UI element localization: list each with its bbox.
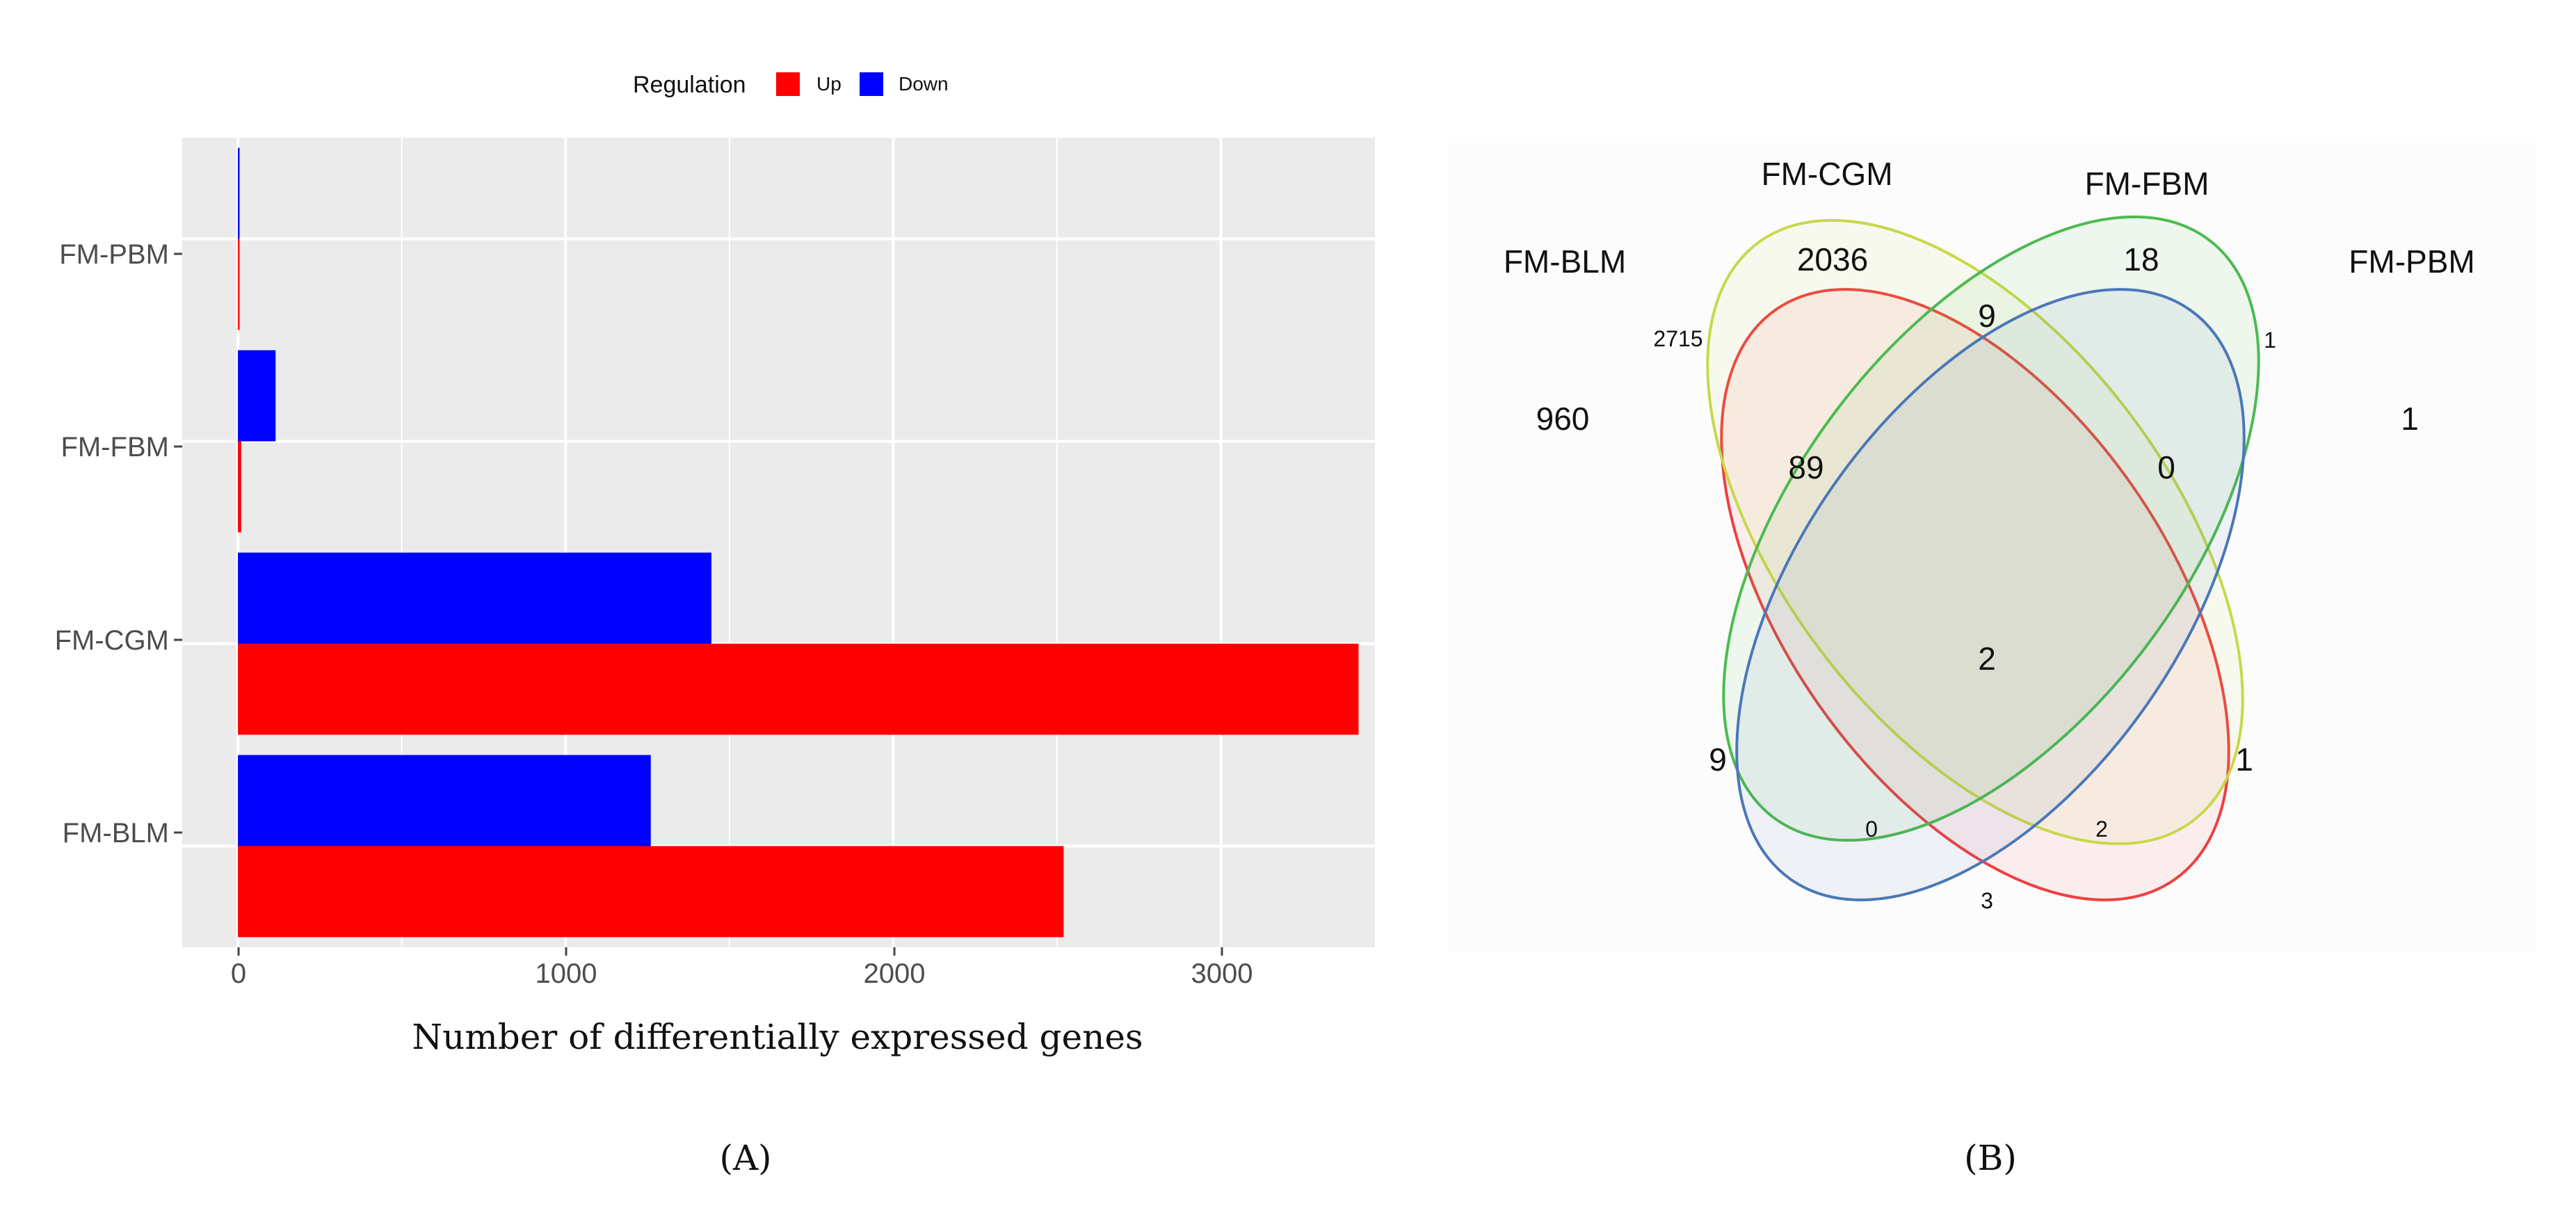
x-tick-label: 3000	[1191, 958, 1253, 989]
x-tick-label: 1000	[536, 958, 597, 989]
category-label: FM-FBM	[61, 432, 169, 463]
region-count: 0	[2157, 449, 2175, 485]
region-counts: 960 2036 18 1 2715 9 1 89 0 2 9 1 0 2 3	[1536, 241, 2419, 913]
bar-up-fm-fbm	[238, 441, 241, 533]
region-count: 960	[1536, 401, 1590, 437]
legend-swatch-up	[776, 72, 800, 96]
category-label: FM-CGM	[55, 625, 169, 656]
set-label-fm-cgm: FM-CGM	[1761, 156, 1892, 192]
bars	[238, 147, 1359, 938]
legend-label-down: Down	[899, 73, 949, 95]
bar-down-fm-cgm	[238, 552, 711, 644]
set-labels: FM-BLM FM-CGM FM-FBM FM-PBM	[1504, 156, 2475, 280]
set-label-fm-pbm: FM-PBM	[2349, 243, 2474, 280]
region-count: 18	[2123, 241, 2159, 278]
bar-up-fm-blm	[238, 846, 1064, 938]
bar-up-fm-pbm	[238, 239, 240, 330]
venn-panel: FM-BLM FM-CGM FM-FBM FM-PBM 960 2036 18 …	[1448, 143, 2536, 1178]
bar-up-fm-cgm	[238, 643, 1359, 735]
panel-label-b: (B)	[1964, 1138, 2017, 1178]
set-label-fm-fbm: FM-FBM	[2085, 166, 2209, 202]
x-axis: 0 1000 2000 3000 Number of differentiall…	[231, 947, 1253, 1057]
x-axis-title: Number of differentially expressed genes	[412, 1017, 1143, 1057]
region-count: 2036	[1797, 241, 1868, 278]
region-count: 9	[1709, 741, 1727, 778]
set-ellipse-fm-blm	[1720, 288, 2230, 901]
set-ellipse-fm-fbm	[1722, 215, 2260, 842]
region-count: 1	[2401, 401, 2419, 437]
legend-swatch-down	[860, 72, 883, 96]
region-count: 9	[1978, 298, 1996, 334]
x-tick-label: 2000	[864, 958, 926, 989]
region-count: 2	[2095, 817, 2108, 842]
category-label: FM-BLM	[63, 818, 169, 849]
bar-down-fm-pbm	[238, 147, 240, 239]
region-count: 2715	[1653, 326, 1702, 351]
legend: Regulation Up Down	[633, 72, 949, 98]
region-count: 2	[1978, 641, 1996, 677]
region-count: 1	[2264, 328, 2276, 353]
legend-title: Regulation	[633, 72, 746, 98]
panel-label-a: (A)	[719, 1138, 771, 1178]
region-count: 89	[1788, 449, 1824, 485]
category-label: FM-PBM	[59, 239, 169, 270]
venn-background	[1448, 143, 2536, 953]
bar-chart-panel: FM-PBM FM-FBM FM-CGM FM-BLM 0 1000 2000 …	[55, 72, 1375, 1178]
venn-ellipses	[1706, 215, 2260, 901]
bar-down-fm-fbm	[238, 350, 276, 442]
y-axis: FM-PBM FM-FBM FM-CGM FM-BLM	[55, 239, 182, 849]
region-count: 1	[2235, 741, 2253, 778]
set-label-fm-blm: FM-BLM	[1504, 243, 1626, 280]
region-count: 3	[1981, 888, 1993, 913]
region-count: 0	[1865, 817, 1878, 842]
bar-down-fm-blm	[238, 755, 651, 846]
set-ellipse-fm-pbm	[1735, 288, 2246, 901]
x-tick-label: 0	[231, 958, 246, 989]
legend-label-up: Up	[816, 73, 842, 95]
set-ellipse-fm-cgm	[1706, 218, 2244, 846]
